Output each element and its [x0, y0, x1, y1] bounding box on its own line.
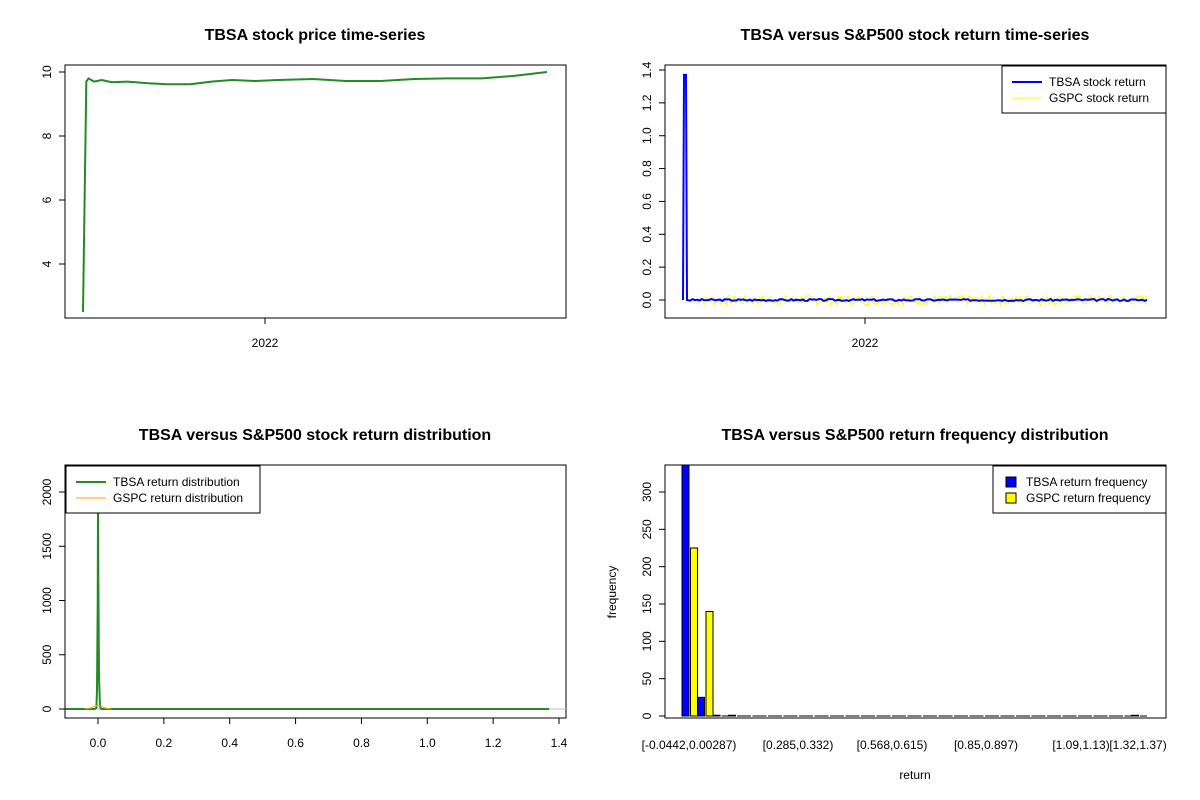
y-tick-label: 100	[640, 631, 654, 651]
panel-histogram: TBSA versus S&P500 return frequency dist…	[605, 427, 1167, 782]
y-tick-label: 4	[40, 260, 54, 267]
histogram-bars-group	[681, 464, 1147, 717]
legend-label: TBSA return frequency	[1026, 475, 1147, 489]
density-lines-group	[65, 511, 566, 710]
y-tick-label: 0	[640, 712, 654, 719]
y-tick-label: 1000	[40, 587, 54, 614]
legend-box	[1001, 65, 1167, 114]
x-axis: 0.0 0.2 0.4 0.6 0.8 1.0 1.2 1.4	[90, 717, 568, 750]
legend: TBSA stock return GSPC stock return	[1001, 65, 1167, 114]
plot-frame	[64, 64, 567, 319]
y-tick-label: 1.0	[640, 127, 654, 144]
y-tick-label: 0	[40, 705, 54, 712]
y-tick-label: 0.6	[640, 193, 654, 210]
y-axis: 0 500 1000 1500 2000	[40, 478, 66, 712]
x-tick-label: 0.4	[221, 736, 238, 750]
y-tick-label: 500	[40, 644, 54, 664]
y-tick-label: 0.2	[640, 258, 654, 275]
y-tick-label: 0.8	[640, 160, 654, 177]
panel-returns: TBSA versus S&P500 stock return time-ser…	[640, 27, 1167, 350]
x-axis-label: return	[899, 768, 930, 782]
x-axis: [-0.0442,0.00287) [0.285,0.332) [0.568,0.6…	[642, 738, 1167, 752]
y-tick-label: 300	[640, 482, 654, 502]
x-tick-label: [0.568,0.615)	[857, 738, 928, 752]
y-tick-label: 1.2	[640, 94, 654, 111]
histogram-bar	[697, 696, 705, 717]
tbsa-density-line	[65, 511, 550, 710]
y-axis: 0.0 0.2 0.4 0.6 0.8 1.0 1.2 1.4	[640, 61, 666, 308]
y-tick-label: 1.4	[640, 61, 654, 78]
gspc-density-line	[84, 704, 112, 710]
y-tick-label: 0.0	[640, 291, 654, 308]
chart-title: TBSA versus S&P500 return frequency dist…	[721, 427, 1108, 444]
y-tick-label: 10	[40, 65, 54, 79]
histogram-bar	[681, 464, 690, 717]
x-tick-label: 1.2	[485, 736, 502, 750]
histogram-bar	[728, 714, 736, 717]
chart-title: TBSA versus S&P500 stock return distribu…	[139, 427, 491, 444]
histogram-bar	[712, 714, 721, 717]
panel-density: TBSA versus S&P500 stock return distribu…	[40, 427, 567, 750]
tbsa-return-line	[682, 73, 1148, 303]
x-tick-label: [0.85,0.897)	[954, 738, 1018, 752]
y-tick-label: 8	[40, 132, 54, 139]
y-tick-label: 200	[640, 556, 654, 576]
legend-swatch	[1005, 492, 1017, 504]
x-tick-label: 0.2	[156, 736, 173, 750]
y-tick-label: 1500	[40, 533, 54, 560]
legend-label: GSPC return distribution	[113, 491, 243, 505]
price-line	[82, 71, 548, 313]
chart-title: TBSA stock price time-series	[205, 27, 426, 44]
histogram-bar	[1131, 714, 1139, 717]
legend-label: GSPC return frequency	[1026, 491, 1151, 505]
histogram-bar	[690, 547, 698, 717]
return-lines-group	[682, 73, 1148, 307]
x-axis: 2022	[852, 318, 879, 350]
x-tick-label: 0.0	[90, 736, 107, 750]
x-tick-label: 1.4	[551, 736, 568, 750]
x-tick-label: 2022	[252, 336, 279, 350]
y-tick-label: 50	[640, 672, 654, 686]
legend-box	[65, 465, 261, 514]
price-line-group	[82, 71, 548, 313]
legend: TBSA return distribution GSPC return dis…	[65, 465, 261, 514]
panel-price: TBSA stock price time-series 4 6 8 10 2022	[40, 27, 567, 350]
y-tick-label: 6	[40, 196, 54, 203]
legend-swatch	[1005, 476, 1017, 488]
x-tick-label: 0.8	[353, 736, 370, 750]
y-axis: 0 50 100 150 200 250 300	[640, 482, 666, 719]
y-tick-label: 0.4	[640, 226, 654, 243]
legend: TBSA return frequency GSPC return freque…	[992, 465, 1167, 514]
x-tick-label: 0.6	[287, 736, 304, 750]
legend-label: TBSA return distribution	[113, 475, 240, 489]
y-axis-label: frequency	[605, 566, 619, 619]
x-tick-label: [0.285,0.332)	[763, 738, 834, 752]
legend-label: GSPC stock return	[1049, 91, 1149, 105]
x-tick-label: [1.32,1.37)	[1109, 738, 1166, 752]
x-axis: 2022	[252, 318, 279, 350]
y-tick-label: 150	[640, 594, 654, 614]
legend-label: TBSA stock return	[1049, 75, 1146, 89]
y-axis: 4 6 8 10	[40, 65, 66, 267]
histogram-bar	[705, 610, 714, 717]
y-tick-label: 250	[640, 519, 654, 539]
legend-box	[992, 465, 1167, 514]
chart-title: TBSA versus S&P500 stock return time-ser…	[741, 27, 1090, 44]
x-tick-label: 1.0	[419, 736, 436, 750]
x-tick-label: [-0.0442,0.00287)	[642, 738, 737, 752]
x-tick-label: 2022	[852, 336, 879, 350]
x-tick-label: [1.09,1.13)	[1052, 738, 1109, 752]
y-tick-label: 2000	[40, 478, 54, 505]
gspc-return-line	[694, 293, 1148, 307]
